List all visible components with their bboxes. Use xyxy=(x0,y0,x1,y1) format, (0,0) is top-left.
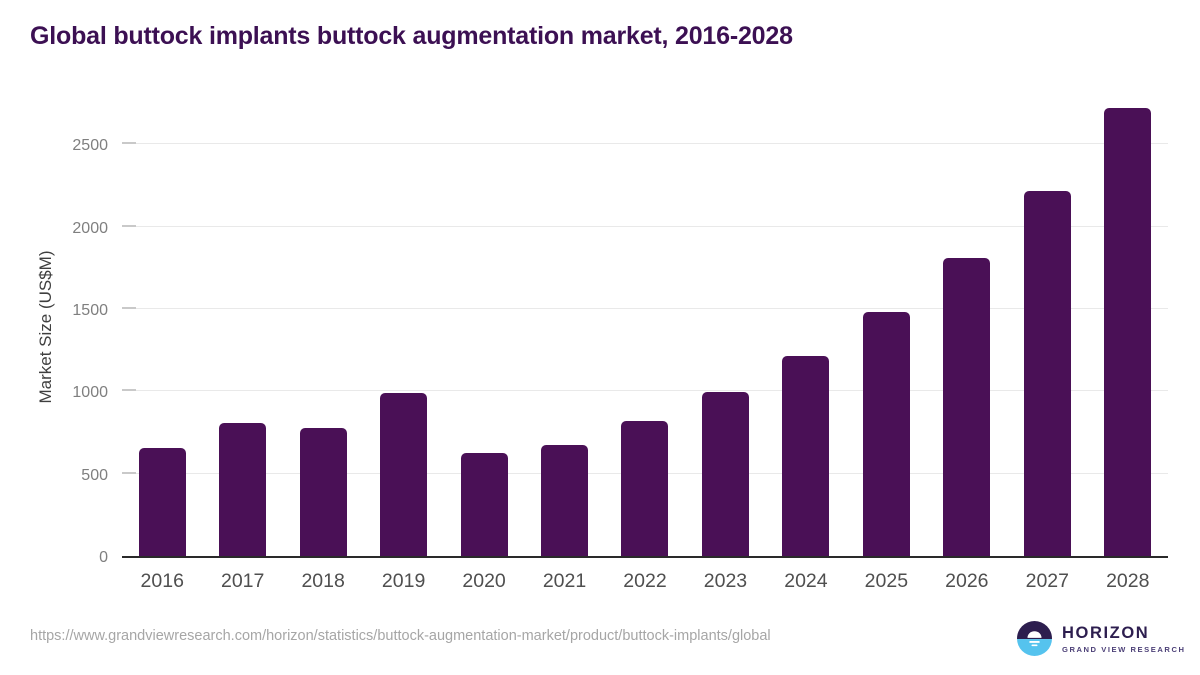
x-tick-label-2024: 2024 xyxy=(784,570,828,592)
horizon-logo: HORIZON GRAND VIEW RESEARCH xyxy=(1017,621,1186,656)
bar-2018[interactable] xyxy=(299,428,347,556)
x-tick-label-2018: 2018 xyxy=(301,570,345,592)
gridline-2000 xyxy=(122,226,1168,227)
logo-brand-name: HORIZON xyxy=(1062,623,1150,642)
bar-2021[interactable] xyxy=(541,445,589,556)
gridline-1500 xyxy=(122,308,1168,309)
x-tick-label-2028: 2028 xyxy=(1106,570,1150,592)
y-tick-mark-2000 xyxy=(122,225,136,227)
bar-2025[interactable] xyxy=(862,312,910,556)
x-tick-label-2021: 2021 xyxy=(542,570,587,592)
logo-text: HORIZON GRAND VIEW RESEARCH xyxy=(1062,624,1186,654)
bar-column-2016 xyxy=(122,96,202,556)
bar-column-2024 xyxy=(766,96,846,556)
bar-column-2023 xyxy=(685,96,765,556)
x-tick-label-2017: 2017 xyxy=(220,570,265,592)
x-tick-label-2019: 2019 xyxy=(381,570,426,592)
y-tick-mark-1500 xyxy=(122,307,136,309)
source-url: https://www.grandviewresearch.com/horizo… xyxy=(30,628,771,644)
bar-column-2018 xyxy=(283,96,363,556)
bar-column-2028 xyxy=(1088,96,1168,556)
bar-2019[interactable] xyxy=(380,393,428,556)
page-title: Global buttock implants buttock augmenta… xyxy=(30,22,793,50)
bar-2020[interactable] xyxy=(460,453,508,556)
horizon-sunrise-icon xyxy=(1017,621,1052,656)
bar-column-2017 xyxy=(202,96,282,556)
bar-2026[interactable] xyxy=(943,258,991,556)
bar-column-2027 xyxy=(1007,96,1087,556)
logo-tagline: GRAND VIEW RESEARCH xyxy=(1062,644,1186,654)
x-tick-label-2026: 2026 xyxy=(945,570,989,592)
y-tick-mark-500 xyxy=(122,472,136,474)
x-tick-label-2025: 2025 xyxy=(864,570,909,592)
x-tick-label-2016: 2016 xyxy=(140,570,184,592)
x-tick-label-2023: 2023 xyxy=(703,570,748,592)
gridline-2500 xyxy=(122,143,1168,144)
bar-column-2026 xyxy=(927,96,1007,556)
y-tick-label-1000: 1000 xyxy=(72,384,108,401)
bar-column-2019 xyxy=(363,96,443,556)
gridline-1000 xyxy=(122,390,1168,391)
bar-2023[interactable] xyxy=(701,392,749,556)
y-tick-label-2500: 2500 xyxy=(72,137,108,154)
bar-2017[interactable] xyxy=(219,423,267,556)
y-tick-label-0: 0 xyxy=(99,549,108,566)
x-tick-label-2027: 2027 xyxy=(1025,570,1069,592)
y-tick-label-500: 500 xyxy=(81,467,108,484)
bar-chart-plot-area xyxy=(122,96,1168,558)
bar-column-2022 xyxy=(605,96,685,556)
y-axis-tick-labels: 0 500 1000 1500 2000 2500 xyxy=(40,96,108,566)
y-tick-mark-1000 xyxy=(122,389,136,391)
bar-2022[interactable] xyxy=(621,421,669,556)
y-tick-label-1500: 1500 xyxy=(72,302,108,319)
x-tick-label-2020: 2020 xyxy=(462,570,506,592)
bar-column-2025 xyxy=(846,96,926,556)
x-tick-label-2022: 2022 xyxy=(623,570,667,592)
y-tick-mark-2500 xyxy=(122,142,136,144)
bar-2028[interactable] xyxy=(1104,108,1152,556)
bar-column-2021 xyxy=(524,96,604,556)
bar-2016[interactable] xyxy=(138,448,186,556)
y-tick-label-2000: 2000 xyxy=(72,220,108,237)
bar-2027[interactable] xyxy=(1023,191,1071,556)
bar-2024[interactable] xyxy=(782,356,830,556)
bar-column-2020 xyxy=(444,96,524,556)
